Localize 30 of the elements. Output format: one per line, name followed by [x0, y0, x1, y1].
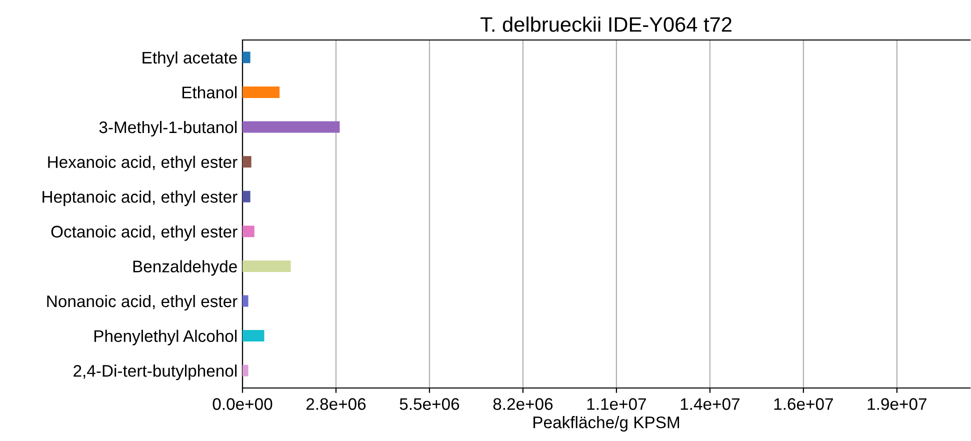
- y-tick-label: 3-Methyl-1-butanol: [99, 120, 237, 136]
- x-axis-title: Peakfläche/g KPSM: [534, 416, 679, 432]
- x-tick-label: 8.2e+06: [493, 398, 553, 410]
- y-tick-label: Heptanoic acid, ethyl ester: [42, 190, 238, 206]
- x-tick-label: 1.9e+07: [868, 398, 926, 410]
- y-tick-label: Ethyl acetate: [142, 51, 237, 67]
- y-tick-label: 2,4-Di-tert-butylphenol: [74, 364, 237, 380]
- bar: [242, 52, 250, 64]
- x-tick-label: 2.8e+06: [306, 398, 366, 410]
- bar: [242, 190, 250, 202]
- x-tick-label: 1.1e+07: [587, 398, 646, 410]
- bar: [242, 86, 280, 98]
- bar: [242, 330, 264, 342]
- x-tick-label: 1.4e+07: [680, 398, 740, 410]
- y-tick-label: Octanoic acid, ethyl ester: [51, 225, 238, 241]
- bar: [242, 260, 291, 272]
- bar: [242, 226, 254, 238]
- bar: [242, 121, 340, 133]
- x-tick-label: 5.5e+06: [400, 398, 460, 410]
- y-tick-label: Nonanoic acid, ethyl ester: [47, 294, 238, 310]
- y-tick-label: Benzaldehyde: [133, 260, 237, 276]
- x-tick-label: 0.0e+00: [212, 398, 272, 410]
- x-tick-label: 1.6e+07: [774, 398, 833, 410]
- chart-title: T. delbrueckii IDE-Y064 t72: [480, 16, 732, 32]
- bar: [242, 295, 248, 307]
- bar: [242, 364, 248, 376]
- y-tick-label: Ethanol: [182, 86, 237, 98]
- y-tick-label: Phenylethyl Alcohol: [94, 330, 237, 346]
- y-tick-label: Hexanoic acid, ethyl ester: [48, 156, 238, 172]
- bar: [242, 156, 252, 168]
